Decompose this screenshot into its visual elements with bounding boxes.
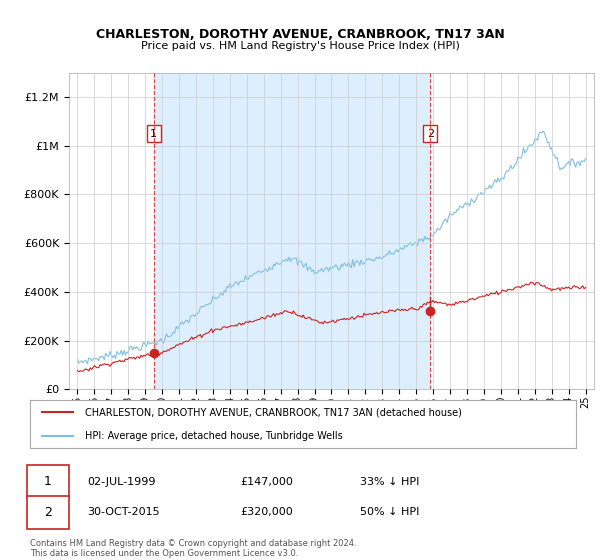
Text: 30-OCT-2015: 30-OCT-2015 (87, 507, 160, 517)
Text: CHARLESTON, DOROTHY AVENUE, CRANBROOK, TN17 3AN (detached house): CHARLESTON, DOROTHY AVENUE, CRANBROOK, T… (85, 407, 461, 417)
Text: £147,000: £147,000 (240, 477, 293, 487)
Text: 33% ↓ HPI: 33% ↓ HPI (360, 477, 419, 487)
Text: 02-JUL-1999: 02-JUL-1999 (87, 477, 155, 487)
Text: 50% ↓ HPI: 50% ↓ HPI (360, 507, 419, 517)
Text: £320,000: £320,000 (240, 507, 293, 517)
Text: Price paid vs. HM Land Registry's House Price Index (HPI): Price paid vs. HM Land Registry's House … (140, 41, 460, 51)
Text: Contains HM Land Registry data © Crown copyright and database right 2024.
This d: Contains HM Land Registry data © Crown c… (30, 539, 356, 558)
Text: 1: 1 (150, 129, 157, 139)
Bar (154, 73, 430, 389)
Text: 1: 1 (44, 475, 52, 488)
Text: 2: 2 (44, 506, 52, 519)
Text: 2: 2 (427, 129, 434, 139)
Text: HPI: Average price, detached house, Tunbridge Wells: HPI: Average price, detached house, Tunb… (85, 431, 343, 441)
Text: CHARLESTON, DOROTHY AVENUE, CRANBROOK, TN17 3AN: CHARLESTON, DOROTHY AVENUE, CRANBROOK, T… (95, 28, 505, 41)
